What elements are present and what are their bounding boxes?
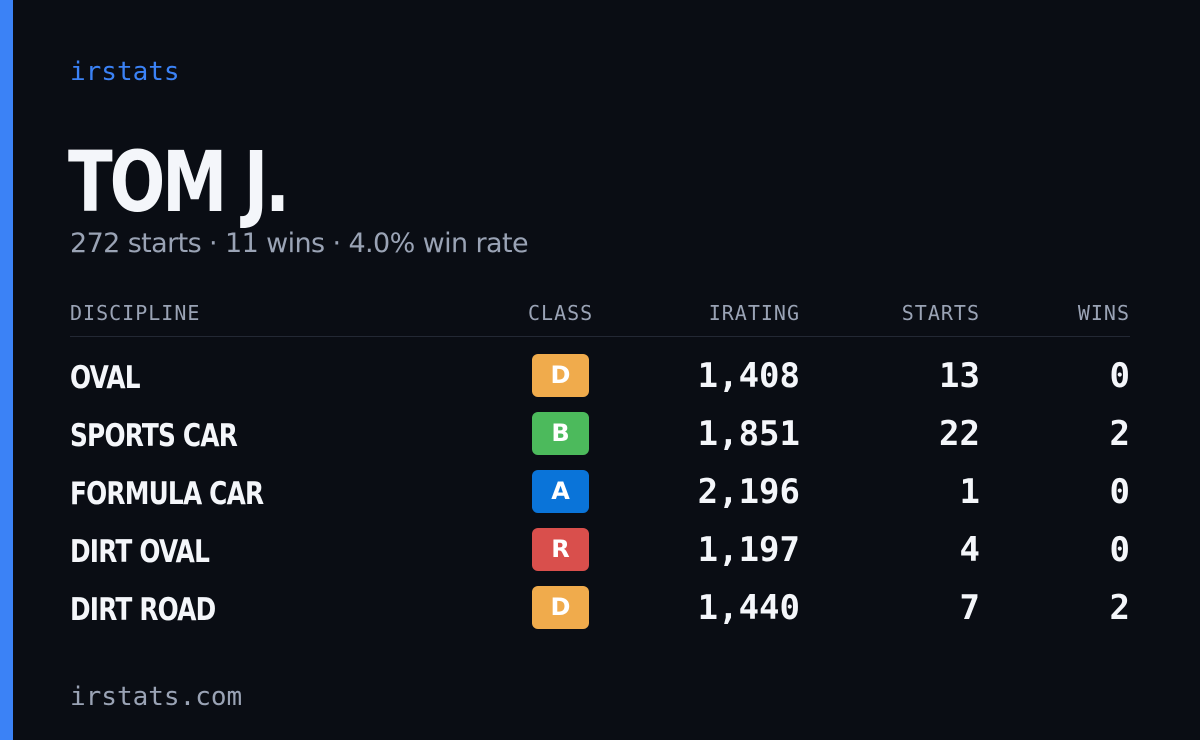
irating-value: 1,440 xyxy=(697,588,800,628)
starts-value: 4 xyxy=(959,530,980,570)
wins-value: 0 xyxy=(1109,472,1130,512)
irating-value: 1,851 xyxy=(697,414,800,454)
class-badge: D xyxy=(532,586,589,629)
driver-name: TOM J. xyxy=(68,133,290,231)
starts-value: 7 xyxy=(959,588,980,628)
footer-url: irstats.com xyxy=(70,682,243,712)
discipline-name: FORMULA CAR xyxy=(70,476,264,512)
header-irating: IRATING xyxy=(708,301,800,325)
class-badge: A xyxy=(532,470,589,513)
table-row: OVAL D 1,408 13 0 xyxy=(70,354,1130,412)
discipline-name: OVAL xyxy=(70,360,141,396)
wins-value: 2 xyxy=(1109,414,1130,454)
header-divider xyxy=(70,336,1130,337)
irating-value: 2,196 xyxy=(697,472,800,512)
accent-bar xyxy=(0,0,13,740)
table-row: FORMULA CAR A 2,196 1 0 xyxy=(70,470,1130,528)
discipline-name: DIRT OVAL xyxy=(70,534,210,570)
table-row: SPORTS CAR B 1,851 22 2 xyxy=(70,412,1130,470)
table-row: DIRT OVAL R 1,197 4 0 xyxy=(70,528,1130,586)
irating-value: 1,408 xyxy=(697,356,800,396)
starts-value: 1 xyxy=(959,472,980,512)
starts-value: 22 xyxy=(939,414,980,454)
irating-value: 1,197 xyxy=(697,530,800,570)
discipline-name: SPORTS CAR xyxy=(70,418,238,454)
class-badge: B xyxy=(532,412,589,455)
class-badge: R xyxy=(532,528,589,571)
header-class: CLASS xyxy=(528,301,594,325)
driver-summary: 272 starts · 11 wins · 4.0% win rate xyxy=(70,228,529,259)
header-starts: STARTS xyxy=(901,301,980,325)
starts-value: 13 xyxy=(939,356,980,396)
header-discipline: DISCIPLINE xyxy=(70,301,201,325)
wins-value: 2 xyxy=(1109,588,1130,628)
table-row: DIRT ROAD D 1,440 7 2 xyxy=(70,586,1130,644)
header-wins: WINS xyxy=(1077,301,1130,325)
brand-logo: irstats xyxy=(70,57,180,87)
wins-value: 0 xyxy=(1109,356,1130,396)
discipline-name: DIRT ROAD xyxy=(70,592,216,628)
wins-value: 0 xyxy=(1109,530,1130,570)
class-badge: D xyxy=(532,354,589,397)
